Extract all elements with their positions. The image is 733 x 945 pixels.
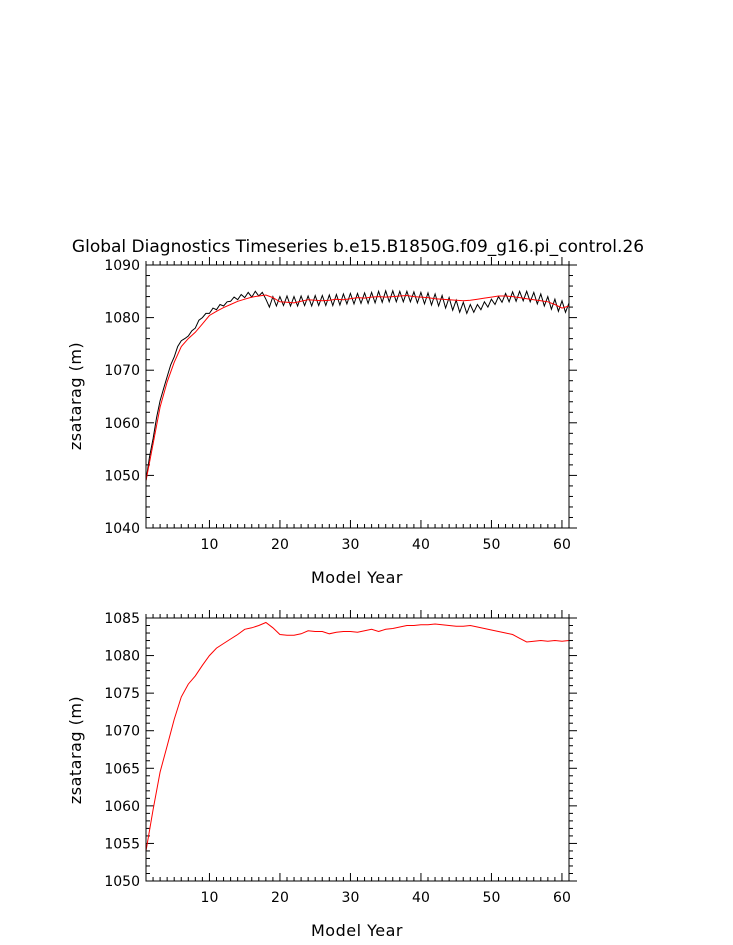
x-tick-label: 40 (412, 890, 430, 906)
y-tick-label: 1040 (104, 521, 140, 537)
y-tick-label: 1055 (104, 836, 140, 852)
x-tick-label: 30 (342, 890, 360, 906)
x-tick-label: 50 (483, 537, 501, 553)
x-tick-label: 20 (271, 890, 289, 906)
y-tick-label: 1060 (104, 799, 140, 815)
top-panel: Global Diagnostics Timeseries b.e15.B185… (66, 237, 644, 587)
y-tick-label: 1070 (104, 363, 140, 379)
series-line-annual (145, 621, 570, 851)
bottom-series-annual (145, 621, 570, 851)
top-series-annual (145, 294, 570, 481)
series-line-monthly (145, 289, 570, 481)
top-plot-frame (145, 264, 570, 529)
bottom-y-axis-label: zsatarag (m) (66, 696, 85, 804)
bottom-ticks: 10 20 30 40 50 60 1050 1055 1060 1065 1070 1075 1080… (104, 610, 577, 906)
top-x-axis-label: Model Year (311, 568, 403, 587)
x-tick-label: 40 (412, 537, 430, 553)
y-tick-label: 1050 (104, 468, 140, 484)
bottom-plot-frame (145, 617, 570, 882)
x-tick-label: 10 (201, 890, 219, 906)
x-tick-label: 30 (342, 537, 360, 553)
y-tick-label: 1075 (104, 686, 140, 702)
x-tick-label: 60 (553, 890, 571, 906)
y-tick-label: 1080 (104, 649, 140, 665)
y-tick-label: 1060 (104, 416, 140, 432)
y-tick-label: 1080 (104, 311, 140, 327)
series-line-annual (145, 294, 570, 481)
y-tick-label: 1085 (104, 611, 140, 627)
y-tick-label: 1090 (104, 258, 140, 274)
top-y-axis-label: zsatarag (m) (66, 342, 85, 450)
y-tick-label: 1065 (104, 761, 140, 777)
x-tick-label: 60 (553, 537, 571, 553)
x-tick-label: 20 (271, 537, 289, 553)
y-tick-label: 1070 (104, 724, 140, 740)
x-tick-label: 10 (201, 537, 219, 553)
bottom-panel: 10 20 30 40 50 60 1050 1055 1060 1065 1070 1075 1080… (66, 610, 577, 940)
top-series-monthly (145, 289, 570, 481)
top-ticks: 10 20 30 40 50 60 1040 1050 1060 1070 1080 1090 (104, 257, 577, 553)
top-plot-title: Global Diagnostics Timeseries b.e15.B185… (72, 237, 644, 257)
y-tick-label: 1050 (104, 874, 140, 890)
bottom-x-axis-label: Model Year (311, 921, 403, 940)
x-tick-label: 50 (483, 890, 501, 906)
